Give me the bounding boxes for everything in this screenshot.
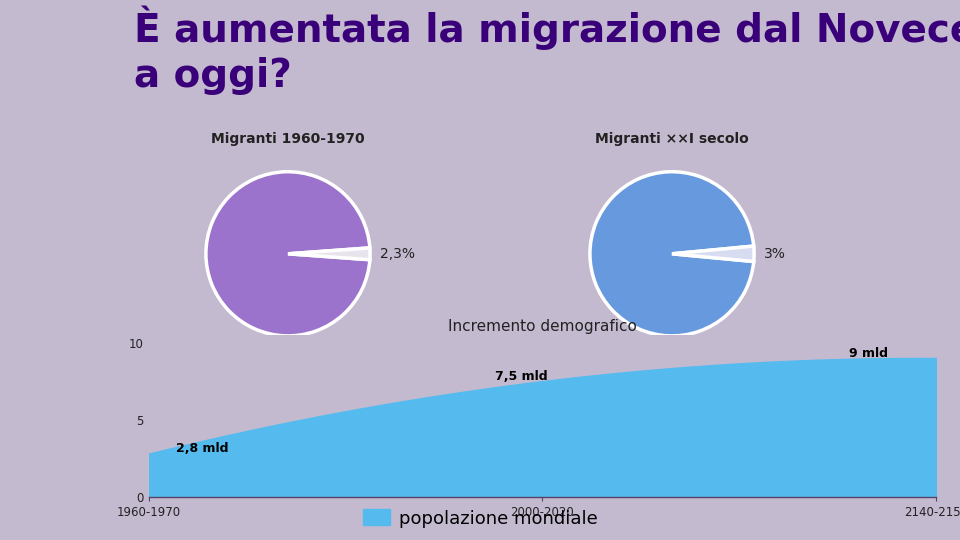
Wedge shape: [589, 172, 754, 336]
Text: 7,5 mld: 7,5 mld: [495, 369, 548, 382]
Wedge shape: [288, 248, 370, 260]
Wedge shape: [672, 246, 755, 261]
Title: Migranti 1960-1970: Migranti 1960-1970: [211, 132, 365, 146]
Title: Incremento demografico: Incremento demografico: [448, 319, 636, 334]
Text: 3%: 3%: [764, 247, 786, 261]
Legend: Migranti, stanziali: Migranti, stanziali: [601, 353, 743, 372]
Text: 9 mld: 9 mld: [850, 347, 888, 360]
Legend: popolazione mondiale: popolazione mondiale: [355, 502, 605, 535]
Text: 2,8 mld: 2,8 mld: [177, 442, 228, 455]
Wedge shape: [206, 172, 370, 336]
Text: È aumentata la migrazione dal Novecento
a oggi?: È aumentata la migrazione dal Novecento …: [134, 5, 960, 96]
Legend: Migranti, stanziali: Migranti, stanziali: [217, 353, 359, 372]
Title: Migranti ××I secolo: Migranti ××I secolo: [595, 132, 749, 146]
Text: 2,3%: 2,3%: [380, 247, 415, 261]
